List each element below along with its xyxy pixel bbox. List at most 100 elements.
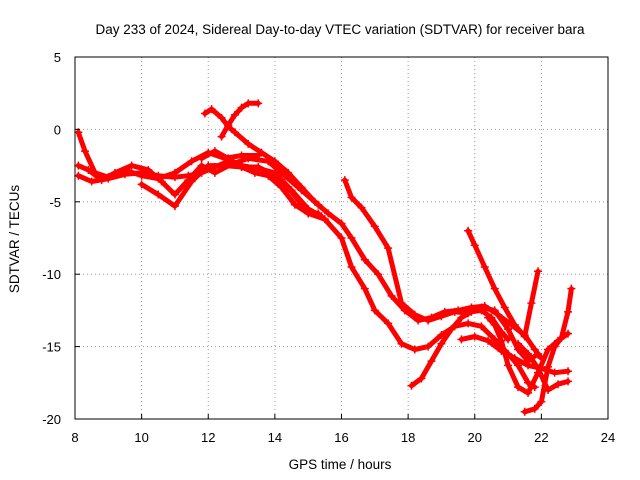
data-point-satellite-5 — [230, 128, 239, 137]
data-point-satellite-10 — [527, 299, 536, 308]
data-point-satellite-9 — [477, 306, 486, 315]
data-point-satellite-9 — [457, 313, 466, 322]
chart-title: Day 233 of 2024, Sidereal Day-to-day VTE… — [96, 22, 585, 37]
data-point-satellite-8 — [437, 312, 446, 321]
x-tick-label: 10 — [134, 430, 148, 445]
data-point-satellite-4 — [337, 234, 346, 242]
series-line-satellite-7 — [199, 148, 321, 216]
data-point-satellite-4 — [320, 215, 329, 224]
data-point-satellite-10 — [520, 332, 529, 341]
data-point-satellite-13 — [567, 284, 576, 293]
data-point-satellite-4 — [464, 319, 473, 328]
x-tick-label: 22 — [534, 430, 548, 445]
data-point-satellite-11 — [457, 335, 466, 344]
data-point-satellite-7 — [304, 209, 313, 218]
data-point-satellite-7 — [224, 154, 233, 163]
data-point-satellite-12 — [524, 388, 533, 397]
data-point-satellite-8 — [410, 310, 419, 319]
data-point-satellite-5 — [374, 270, 383, 279]
data-point-satellite-2 — [170, 190, 179, 199]
x-tick-label: 16 — [334, 430, 348, 445]
x-tick-label: 18 — [401, 430, 415, 445]
data-point-satellite-4 — [187, 177, 196, 186]
data-point-satellite-7 — [314, 209, 323, 218]
data-point-satellite-4 — [204, 161, 213, 170]
series-line-satellite-4 — [139, 163, 538, 390]
data-point-satellite-14 — [564, 377, 573, 386]
data-point-satellite-8 — [370, 222, 379, 231]
data-point-satellite-9 — [467, 307, 476, 316]
data-point-satellite-4 — [287, 187, 296, 196]
x-axis-label: GPS time / hours — [289, 457, 392, 472]
y-tick-label: 5 — [54, 50, 61, 65]
data-point-satellite-10 — [480, 262, 489, 271]
data-point-satellite-3 — [104, 174, 113, 183]
data-point-satellite-1 — [80, 147, 89, 156]
data-point-satellite-5 — [244, 139, 253, 148]
data-point-satellite-1 — [187, 157, 196, 166]
y-tick-labels: 5 0 -5 -10 -15 -20 — [42, 50, 80, 427]
data-point-satellite-4 — [384, 319, 393, 328]
data-point-satellite-13 — [557, 333, 566, 342]
data-point-satellite-5 — [200, 109, 209, 118]
data-point-satellite-7 — [264, 171, 273, 180]
data-point-satellite-5 — [310, 197, 319, 206]
x-tick-label: 20 — [468, 430, 482, 445]
x-tick-label: 24 — [601, 430, 615, 445]
data-point-satellite-13 — [550, 342, 559, 351]
data-point-satellite-5 — [207, 105, 216, 114]
data-point-satellite-6 — [230, 110, 239, 119]
x-tick-label: 8 — [71, 430, 78, 445]
data-point-satellite-10 — [490, 284, 499, 293]
data-point-satellite-5 — [360, 255, 369, 264]
data-point-satellite-6 — [224, 121, 233, 130]
data-point-satellite-7 — [277, 183, 286, 192]
data-point-satellite-4 — [347, 262, 356, 271]
x-tick-label: 12 — [201, 430, 215, 445]
series-layer — [74, 99, 576, 416]
y-axis-label: SDTVAR / TECUs — [7, 185, 22, 294]
data-point-satellite-4 — [220, 161, 229, 170]
data-point-satellite-8 — [534, 349, 543, 358]
data-point-satellite-5 — [217, 113, 226, 122]
data-point-satellite-4 — [477, 322, 486, 331]
data-point-satellite-8 — [424, 316, 433, 325]
data-point-satellite-4 — [410, 345, 419, 354]
data-point-satellite-11 — [484, 336, 493, 345]
data-point-satellite-5 — [284, 168, 293, 177]
data-point-satellite-4 — [137, 180, 146, 189]
data-point-satellite-8 — [347, 193, 356, 202]
data-point-satellite-3 — [137, 168, 146, 177]
data-point-satellite-14 — [534, 364, 543, 373]
x-tick-labels: 8 10 12 14 16 18 20 22 24 — [71, 414, 615, 445]
data-point-satellite-7 — [250, 168, 259, 177]
data-point-satellite-9 — [407, 381, 416, 390]
data-point-satellite-3 — [74, 171, 83, 180]
data-point-satellite-6 — [254, 99, 263, 108]
data-point-satellite-3 — [184, 171, 193, 180]
data-point-satellite-4 — [360, 284, 369, 293]
data-point-satellite-4 — [370, 306, 379, 315]
data-point-satellite-5 — [387, 291, 396, 300]
data-point-satellite-5 — [324, 209, 333, 218]
data-point-satellite-2 — [127, 161, 136, 170]
data-point-satellite-12 — [484, 313, 493, 322]
data-point-satellite-3 — [154, 171, 163, 180]
data-point-satellite-13 — [537, 397, 546, 406]
data-point-satellite-2 — [84, 165, 93, 174]
series-line-satellite-1 — [75, 129, 261, 182]
data-point-satellite-7 — [197, 154, 206, 163]
data-point-satellite-8 — [397, 299, 406, 308]
data-point-satellite-9 — [447, 325, 456, 334]
data-point-satellite-9 — [437, 339, 446, 348]
data-point-satellite-11 — [524, 361, 533, 370]
data-point-satellite-6 — [244, 99, 253, 108]
data-point-satellite-5 — [257, 148, 266, 157]
data-point-satellite-3 — [120, 170, 129, 179]
data-point-satellite-4 — [437, 331, 446, 340]
data-point-satellite-4 — [397, 339, 406, 348]
data-point-satellite-14 — [544, 386, 553, 395]
data-point-satellite-9 — [427, 357, 436, 366]
data-point-satellite-14 — [524, 349, 533, 358]
series-line-satellite-13 — [522, 286, 574, 415]
